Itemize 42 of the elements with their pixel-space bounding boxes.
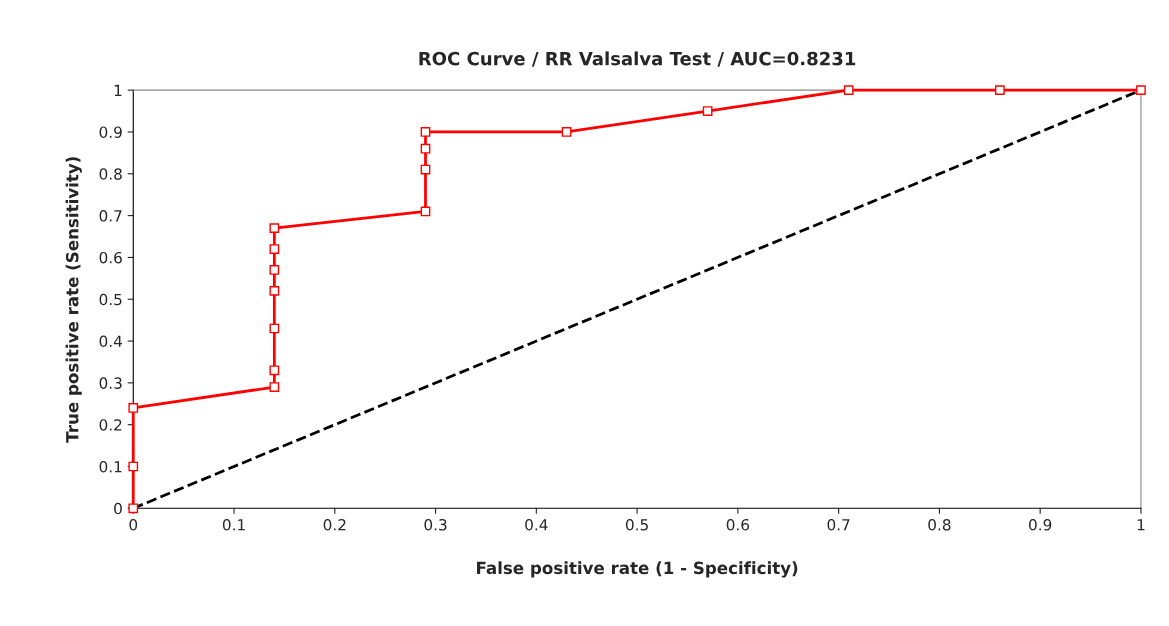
x-tick-label: 0.8	[928, 519, 951, 531]
y-tick-label: 0	[114, 502, 122, 515]
point	[561, 127, 572, 137]
y-tick-label: 0.9	[99, 126, 122, 138]
x-tick-label: 0.3	[424, 519, 447, 531]
point	[995, 85, 1005, 96]
x-tick-label: 0.1	[222, 519, 245, 531]
point	[269, 323, 280, 334]
point	[843, 85, 854, 96]
point	[128, 403, 139, 413]
x-tick-label: 0.6	[726, 519, 750, 531]
x-tick-label: 0.9	[1029, 519, 1052, 531]
point	[702, 106, 713, 116]
point	[269, 286, 280, 296]
x-tick-label: 0.5	[625, 519, 648, 531]
x-tick-label: 0	[129, 519, 138, 531]
y-tick-label: 0.2	[99, 419, 122, 431]
point	[420, 143, 431, 154]
x-axis-title: False positive rate (1 - Specificity)	[477, 561, 798, 578]
x-tick-label: 1	[1137, 519, 1145, 531]
x-tick-label: 0.7	[827, 519, 850, 531]
y-tick-label: 0.7	[99, 210, 122, 222]
x-tick-label: 0.4	[525, 519, 548, 531]
point	[1136, 85, 1146, 96]
point	[269, 223, 280, 234]
y-tick-label: 0.6	[99, 251, 122, 264]
y-axis-title: True positive rate (Sensitivity)	[65, 157, 82, 443]
y-tick-label: 0.1	[99, 460, 122, 473]
x-tick-label: 0.2	[323, 519, 346, 531]
y-tick-label: 0.8	[99, 168, 122, 180]
point	[269, 382, 280, 392]
point	[269, 365, 280, 376]
y-tick-label: 0.5	[99, 293, 122, 306]
y-tick-label: 0.3	[99, 377, 122, 389]
point	[420, 127, 431, 137]
y-tick-label: 1	[114, 84, 122, 96]
y-tick-label: 0.4	[99, 335, 122, 348]
point	[269, 265, 280, 275]
chart-title: ROC Curve / RR Valsalva Test / AUC=0.8231	[419, 51, 856, 67]
point	[269, 244, 280, 254]
point	[128, 461, 139, 472]
point	[128, 503, 139, 514]
